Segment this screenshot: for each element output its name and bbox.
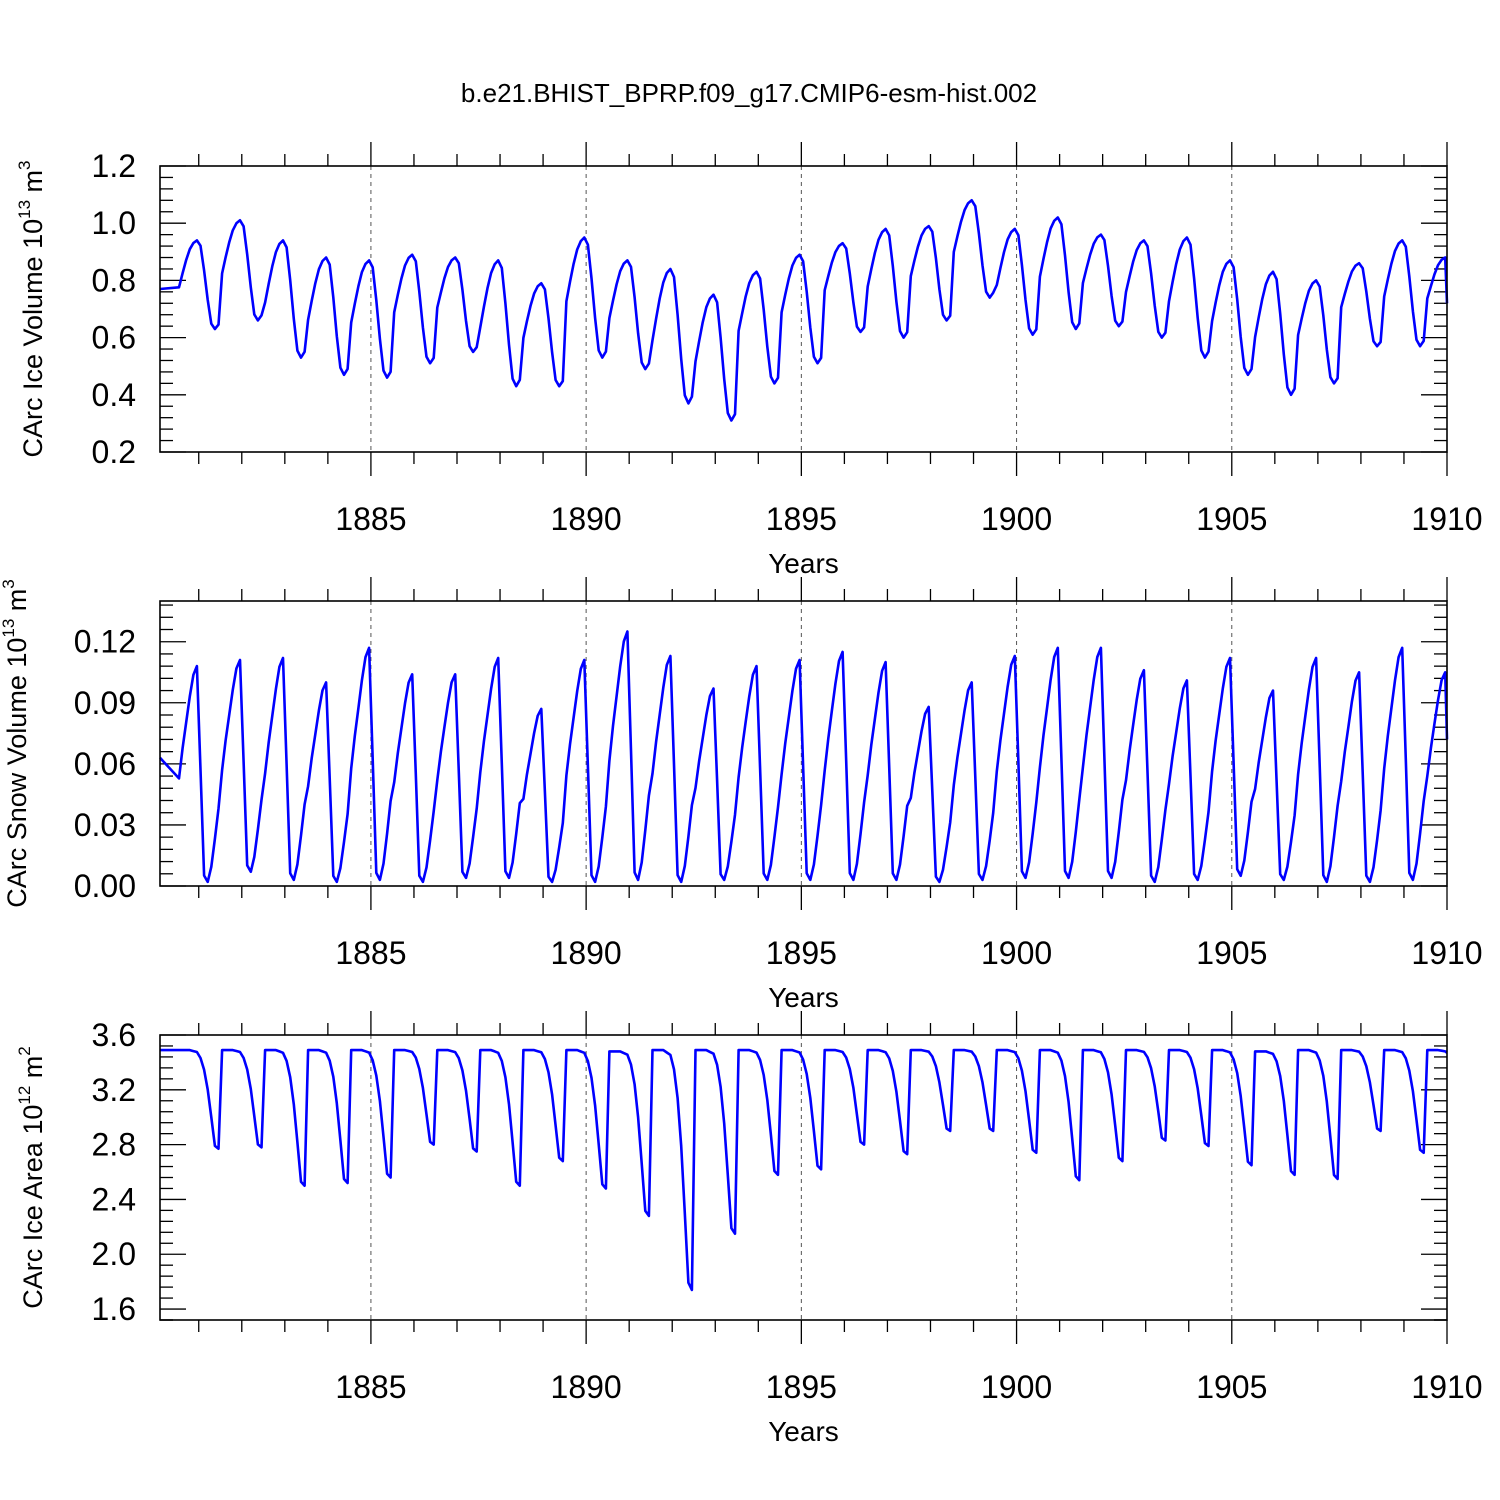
x-tick-label: 1885	[335, 501, 406, 537]
y-axis-label-text: CArc Ice Volume 10	[18, 219, 48, 458]
y-tick-label: 1.0	[92, 205, 136, 241]
y-axis-label-unit-exp: 3	[15, 160, 34, 169]
y-tick-label: 0.6	[92, 320, 136, 356]
y-axis-label-unit-exp: 2	[15, 1046, 34, 1055]
y-axis-label-text: CArc Ice Area 10	[18, 1105, 48, 1309]
x-tick-label: 1885	[335, 1369, 406, 1405]
y-tick-label: 0.09	[74, 685, 136, 721]
x-tick-label: 1910	[1411, 1369, 1482, 1405]
y-tick-label: 0.4	[92, 377, 136, 413]
panel-2: 0.00 0.03 0.06 0.09 0.12 1885 1890 1895 1900 1905…	[0, 577, 1483, 1013]
x-tick-label: 1895	[766, 501, 837, 537]
series-line-ice_volume	[159, 199, 1449, 422]
y-tick-label: 3.6	[92, 1017, 136, 1053]
y-tick-label: 0.8	[92, 262, 136, 298]
y-axis-label: CArc Ice Volume 1013 m3	[15, 160, 48, 457]
y-tick-label: 0.03	[74, 807, 136, 843]
y-tick-label: 0.2	[92, 434, 136, 470]
y-tick-label: 0.00	[74, 868, 136, 904]
plot-frame	[159, 165, 1448, 453]
y-tick-label: 2.8	[92, 1127, 136, 1163]
x-tick-label: 1890	[551, 501, 622, 537]
y-tick-label: 3.2	[92, 1072, 136, 1108]
panel-1: 0.2 0.4 0.6 0.8 1.0 1.2 1885 1890 1895 1900 1905 19…	[15, 142, 1483, 579]
plot-frame	[159, 1034, 1448, 1321]
y-axis-label: CArc Snow Volume 1013 m3	[0, 579, 32, 908]
x-axis-label: Years	[768, 982, 839, 1013]
y-axis-label-exp: 13	[0, 619, 18, 638]
y-axis-label-exp: 13	[15, 200, 34, 219]
x-tick-label: 1895	[766, 935, 837, 971]
y-axis-label-text: CArc Snow Volume 10	[2, 638, 32, 908]
x-tick-label: 1895	[766, 1369, 837, 1405]
y-tick-label: 2.4	[92, 1181, 136, 1217]
series-line-snow_volume	[159, 630, 1449, 884]
y-axis-label-unit: m	[18, 170, 48, 200]
series-line-ice_area	[160, 1048, 1448, 1292]
x-axis-label: Years	[768, 1416, 839, 1447]
x-tick-label: 1905	[1196, 935, 1267, 971]
x-tick-label: 1910	[1411, 501, 1482, 537]
y-tick-label: 1.2	[92, 148, 136, 184]
y-tick-label: 0.12	[74, 624, 136, 660]
y-axis-label-unit-exp: 3	[0, 579, 18, 588]
y-tick-label: 1.6	[92, 1291, 136, 1327]
y-axis-label-unit: m	[2, 589, 32, 619]
y-axis-label-unit: m	[18, 1056, 48, 1086]
x-tick-label: 1905	[1196, 501, 1267, 537]
x-tick-label: 1905	[1196, 1369, 1267, 1405]
y-tick-label: 0.06	[74, 746, 136, 782]
plot-frame	[159, 600, 1448, 887]
x-tick-label: 1890	[551, 1369, 622, 1405]
y-axis-label: CArc Ice Area 1012 m2	[15, 1046, 48, 1309]
y-axis-label-exp: 12	[15, 1086, 34, 1105]
y-tick-label: 2.0	[92, 1236, 136, 1272]
x-axis-label: Years	[768, 548, 839, 579]
figure-title: b.e21.BHIST_BPRP.f09_g17.CMIP6-esm-hist.…	[461, 78, 1037, 108]
x-tick-label: 1900	[981, 935, 1052, 971]
x-tick-label: 1910	[1411, 935, 1482, 971]
x-tick-label: 1900	[981, 1369, 1052, 1405]
panel-3: 1.6 2.0 2.4 2.8 3.2 3.6 1885 1890 1895 1900 1905 19…	[15, 1011, 1483, 1447]
x-tick-label: 1885	[335, 935, 406, 971]
x-tick-label: 1900	[981, 501, 1052, 537]
x-tick-label: 1890	[551, 935, 622, 971]
